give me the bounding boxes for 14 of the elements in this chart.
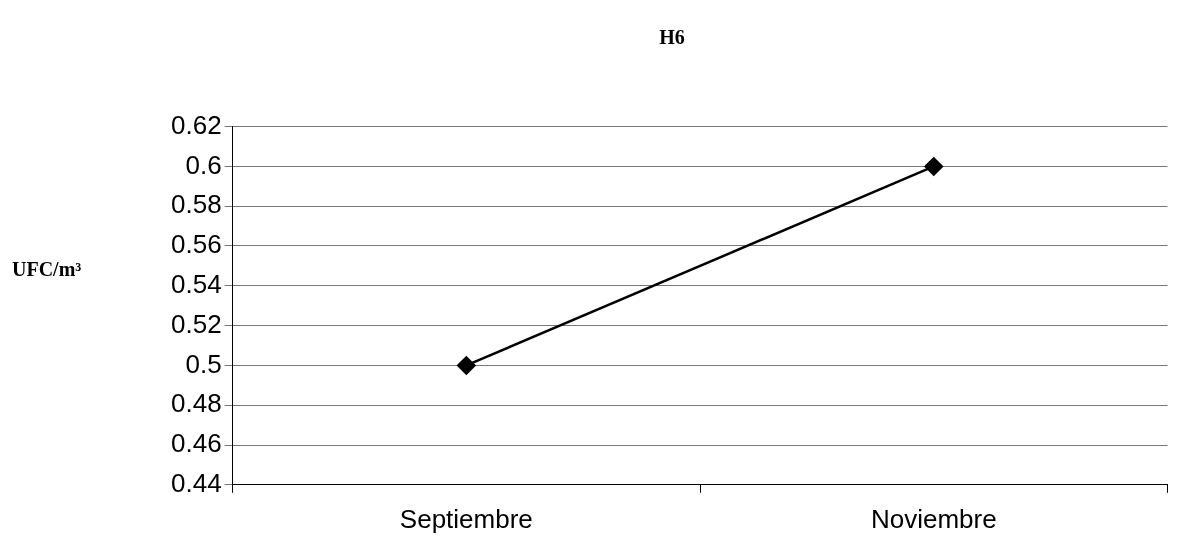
y-tick-label: 0.58 [170, 189, 222, 220]
y-tick-label: 0.56 [170, 229, 222, 260]
y-tick-label: 0.52 [170, 308, 222, 339]
y-tick-label: 0.48 [170, 388, 222, 419]
chart-title: H6 [658, 26, 686, 49]
y-axis-title: UFC/m³ [12, 258, 82, 281]
y-tick-label: 0.6 [185, 149, 222, 180]
y-tick-label: 0.44 [170, 467, 222, 498]
y-tick-label: 0.62 [170, 109, 222, 140]
y-tick-label: 0.46 [170, 428, 222, 459]
x-tick-label: Septiembre [399, 503, 533, 534]
y-tick-label: 0.54 [170, 268, 222, 299]
x-tick-label: Noviembre [870, 503, 997, 534]
y-tick-label: 0.5 [185, 348, 222, 379]
